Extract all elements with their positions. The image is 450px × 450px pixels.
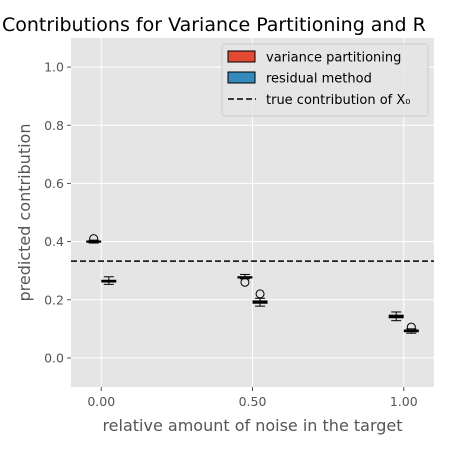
x-tick-label: 0.00 xyxy=(87,394,115,409)
outlier-point xyxy=(240,277,250,287)
y-tick-labels: 0.0 0.2 0.4 0.6 0.8 1.0 xyxy=(44,60,71,365)
legend-swatch-residual-method xyxy=(227,71,256,84)
boxplot xyxy=(101,276,117,285)
legend-frame xyxy=(221,43,429,117)
legend-label-residual-method: residual method xyxy=(266,72,372,87)
boxplot xyxy=(403,322,419,334)
x-tick-labels: 0.00 0.50 1.00 xyxy=(87,387,418,409)
outlier-point xyxy=(89,234,99,244)
x-tick-label: 0.50 xyxy=(239,394,267,409)
boxplots xyxy=(86,234,419,334)
y-tick-label: 1.0 xyxy=(44,60,64,75)
boxplot xyxy=(388,311,404,322)
y-axis-label: predicted contribution xyxy=(15,124,34,302)
x-axis-label: relative amount of noise in the target xyxy=(102,416,402,435)
legend-label-true-contribution: true contribution of X₀ xyxy=(266,93,411,108)
legend-swatch-variance-partitioning xyxy=(227,50,256,63)
outlier-point xyxy=(255,289,265,299)
y-tick-label: 0.2 xyxy=(44,292,64,307)
outlier-point xyxy=(406,322,416,332)
boxplot xyxy=(237,273,253,287)
y-tick-label: 0.8 xyxy=(44,118,64,133)
chart-title: Contributions for Variance Partitioning … xyxy=(2,14,426,36)
legend: variance partitioning residual method tr… xyxy=(221,43,429,117)
x-tick-label: 1.00 xyxy=(390,394,418,409)
boxplot xyxy=(86,234,102,244)
y-tick-label: 0.4 xyxy=(44,234,64,249)
boxplot xyxy=(252,289,268,307)
y-tick-label: 0.0 xyxy=(44,350,64,365)
legend-label-variance-partitioning: variance partitioning xyxy=(266,51,401,66)
y-tick-label: 0.6 xyxy=(44,176,64,191)
